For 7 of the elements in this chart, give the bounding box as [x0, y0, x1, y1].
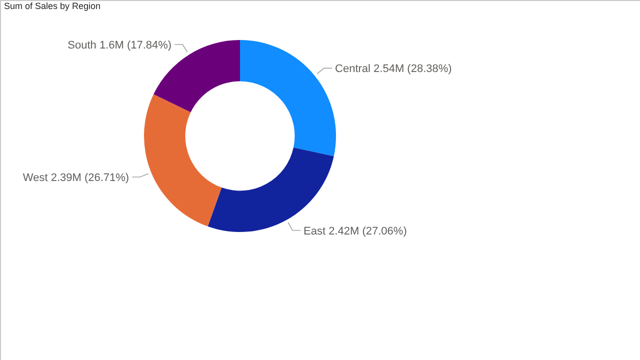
slice-label: South 1.6M (17.84%) [68, 40, 172, 52]
donut-slice [144, 94, 222, 226]
slice-label: West 2.39M (26.71%) [22, 172, 130, 184]
slice-label: Central 2.54M (28.38%) [335, 63, 452, 76]
chart-title: Sum of Sales by Region [4, 1, 101, 11]
donut-slice [240, 40, 336, 156]
slice-label: East 2.42M (27.06%) [304, 225, 407, 238]
